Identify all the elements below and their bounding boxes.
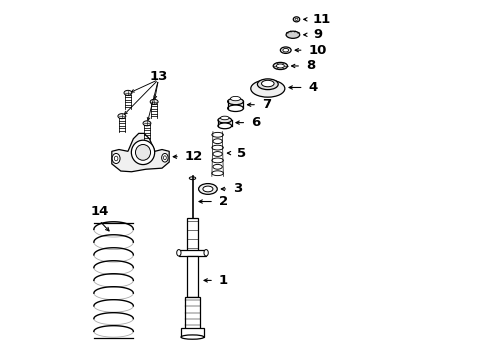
Ellipse shape: [150, 99, 158, 104]
Ellipse shape: [230, 96, 240, 101]
Ellipse shape: [211, 158, 223, 163]
Ellipse shape: [124, 90, 132, 95]
Text: 11: 11: [312, 13, 330, 26]
Ellipse shape: [218, 123, 231, 129]
Text: 6: 6: [250, 116, 260, 129]
Ellipse shape: [227, 105, 243, 112]
Text: 12: 12: [184, 150, 203, 163]
Ellipse shape: [227, 98, 243, 105]
Ellipse shape: [257, 79, 278, 90]
Ellipse shape: [131, 140, 154, 165]
Ellipse shape: [176, 249, 181, 256]
Ellipse shape: [294, 18, 297, 21]
Ellipse shape: [212, 139, 222, 144]
Ellipse shape: [211, 171, 223, 176]
Ellipse shape: [163, 156, 166, 160]
Ellipse shape: [181, 335, 203, 339]
Ellipse shape: [135, 144, 150, 160]
Bar: [187, 218, 197, 252]
Text: 10: 10: [308, 44, 326, 57]
Text: 7: 7: [261, 98, 270, 111]
Text: 5: 5: [236, 147, 245, 159]
Ellipse shape: [285, 31, 299, 39]
Ellipse shape: [114, 156, 118, 161]
Ellipse shape: [198, 184, 217, 194]
Ellipse shape: [280, 47, 290, 53]
Ellipse shape: [112, 153, 120, 163]
Ellipse shape: [203, 249, 208, 256]
Text: 1: 1: [218, 274, 227, 287]
Text: 3: 3: [233, 183, 242, 195]
Text: 4: 4: [308, 81, 317, 94]
Ellipse shape: [189, 177, 195, 180]
Ellipse shape: [211, 132, 223, 137]
Text: 2: 2: [218, 195, 227, 208]
Ellipse shape: [203, 186, 212, 192]
Ellipse shape: [118, 114, 125, 119]
Ellipse shape: [282, 48, 288, 52]
Ellipse shape: [212, 165, 222, 169]
Ellipse shape: [261, 80, 274, 87]
Text: 9: 9: [312, 28, 322, 41]
Text: 13: 13: [149, 69, 167, 82]
Ellipse shape: [211, 145, 223, 150]
Ellipse shape: [218, 117, 231, 123]
Ellipse shape: [276, 64, 284, 68]
Bar: [179, 250, 206, 256]
Ellipse shape: [273, 62, 287, 69]
Polygon shape: [112, 134, 169, 172]
Bar: [181, 328, 203, 337]
Ellipse shape: [142, 121, 151, 126]
Ellipse shape: [250, 80, 285, 97]
Text: 8: 8: [305, 59, 314, 72]
Ellipse shape: [212, 152, 222, 156]
Ellipse shape: [293, 17, 299, 22]
Ellipse shape: [162, 153, 168, 162]
Bar: [184, 297, 200, 329]
Text: 14: 14: [90, 204, 108, 218]
Ellipse shape: [220, 116, 228, 120]
Bar: [186, 256, 198, 297]
